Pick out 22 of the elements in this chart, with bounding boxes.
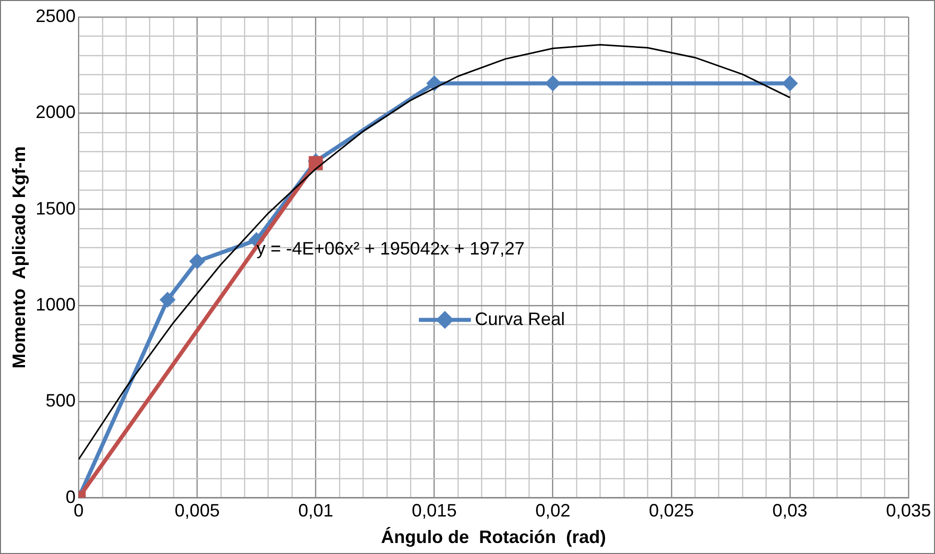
annotation: y = -4E+06x² + 195042x + 197,27: [256, 238, 525, 259]
x-tick-label: 0,01: [298, 500, 334, 521]
point: [160, 292, 176, 308]
x-tick-label: 0,025: [648, 500, 694, 521]
y-tick-label: 2500: [36, 6, 76, 26]
y-tick-label: 1000: [36, 294, 76, 314]
legend-label: Curva Real: [474, 308, 565, 329]
x-axis-title: Ángulo de Rotación (rad): [381, 527, 606, 548]
y-tick-label: 0: [66, 486, 76, 507]
y-tick-label: 1500: [36, 198, 76, 218]
point: [782, 75, 798, 92]
x-tick-label: 0,035: [886, 500, 931, 521]
x-tick-label: 0,03: [772, 500, 808, 521]
y-tick-label: 500: [46, 390, 76, 411]
point: [544, 75, 561, 92]
point: [189, 253, 206, 270]
point: [308, 156, 323, 170]
y-tick-label: 2000: [36, 102, 76, 122]
x-tick-label: 0,02: [535, 500, 570, 521]
y-axis-title: Momento Aplicado Kgf-m: [8, 146, 29, 369]
x-tick-label: 0,005: [174, 500, 220, 521]
x-tick-label: 0,015: [412, 500, 457, 521]
